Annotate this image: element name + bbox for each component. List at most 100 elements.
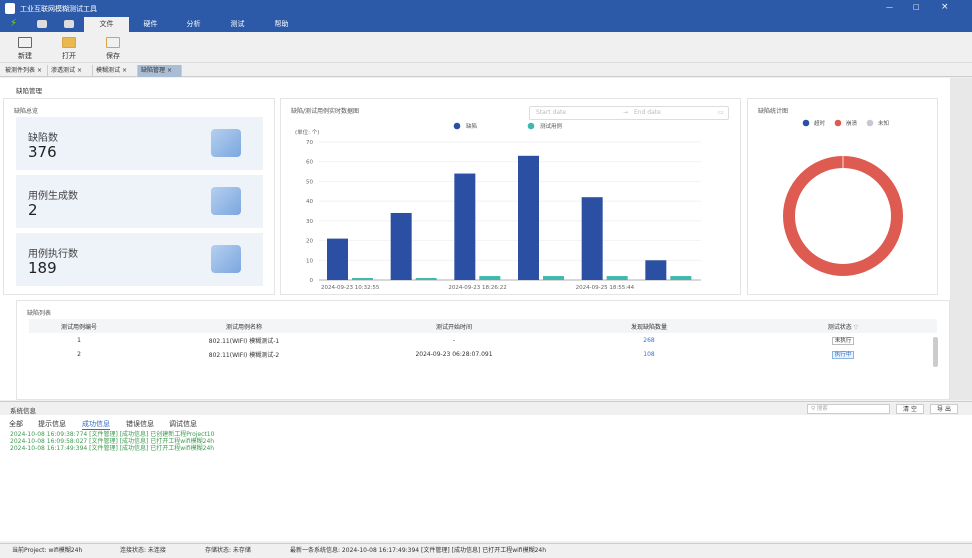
close-icon[interactable]: ×: [76, 67, 82, 74]
menu-tab-help[interactable]: 帮助: [274, 20, 289, 28]
col-status-label: 测试状态: [827, 323, 852, 331]
log-tab-success[interactable]: 成功信息: [82, 420, 110, 430]
cell-count-link[interactable]: 108: [643, 350, 655, 358]
stat-value: 2: [28, 201, 38, 219]
close-icon[interactable]: ×: [166, 67, 172, 74]
date-range-picker[interactable]: Start date → End date ▭: [529, 106, 729, 120]
maximize-button[interactable]: □: [913, 3, 920, 11]
close-icon[interactable]: ×: [121, 67, 127, 74]
page-scrollbar[interactable]: [950, 78, 972, 400]
minimize-button[interactable]: —: [886, 3, 893, 11]
save-button[interactable]: 保存: [98, 35, 128, 61]
table-scrollbar[interactable]: [933, 337, 938, 367]
legend-marker: [527, 122, 535, 130]
x-tick-label: 2024-09-25 18:55:44: [576, 285, 635, 291]
defect-list-panel: 缺陷列表 测试用例编号 测试用例名称 测试开始时间 发现缺陷数量 测试状态 ▽ …: [16, 300, 950, 400]
log-tab-all[interactable]: 全部: [9, 420, 23, 428]
chart-title: 缺陷/测试用例实时数据图: [291, 108, 360, 115]
quick-save-icon[interactable]: [37, 20, 47, 28]
y-tick-label: 40: [306, 199, 313, 205]
cell-status: 执行中: [749, 347, 937, 361]
stat-cases-generated: 用例生成数 2: [16, 175, 263, 228]
cell-start: 2024-09-23 06:28:07.091: [415, 350, 493, 358]
cell-name: 802.11(WIFI) 模糊测试-2: [208, 351, 280, 359]
stat-label: 用例执行数: [28, 249, 78, 260]
donut-chart: 超时 崩溃 未知: [783, 119, 903, 276]
new-file-icon: [18, 37, 32, 48]
doc-tab-device-list[interactable]: 被测件列表 ×: [2, 65, 48, 77]
legend-label: 超时: [814, 119, 826, 127]
doc-tab-fuzz[interactable]: 模糊测试 ×: [93, 65, 138, 77]
cell-start: -: [452, 336, 456, 344]
y-tick-label: 70: [306, 140, 313, 146]
bar-defect: [645, 260, 667, 280]
y-tick-label: 60: [306, 160, 313, 166]
legend-label: 测试用例: [540, 122, 563, 130]
x-tick-label: 2024-09-23 10:32:55: [321, 285, 380, 291]
start-date-placeholder: Start date: [536, 109, 567, 116]
search-placeholder: 搜索: [816, 406, 828, 412]
stat-defects: 缺陷数 376: [16, 117, 263, 170]
y-tick-label: 50: [306, 179, 313, 185]
cell-count-link[interactable]: 268: [643, 336, 655, 344]
status-latest-message: 最新一条系统信息: 2024-10-08 16:17:49:394 [文件管理]…: [290, 547, 547, 554]
filter-icon[interactable]: ▽: [853, 323, 859, 331]
search-input[interactable]: ⚲ 搜索: [807, 404, 890, 414]
pie-title: 缺陷统计图: [758, 108, 789, 115]
bar-defect: [581, 197, 603, 280]
menu-tab-file[interactable]: 文件: [84, 17, 129, 32]
log-entry: 2024-10-08 16:17:49:394 [文件管理] [成功信息] 已打…: [10, 445, 215, 452]
system-info-header: [0, 402, 972, 415]
menu-tab-test[interactable]: 测试: [230, 20, 245, 28]
cell-status: 未执行: [749, 333, 937, 347]
table-header: 测试用例编号 测试用例名称 测试开始时间 发现缺陷数量 测试状态 ▽: [29, 319, 937, 333]
y-tick-label: 0: [310, 278, 314, 284]
save-icon: [106, 37, 120, 48]
quick-screen-icon[interactable]: [64, 20, 74, 28]
new-button[interactable]: 新建: [10, 35, 40, 61]
bar-defect: [454, 173, 476, 280]
defect-report-icon: [211, 129, 241, 157]
doc-tab-defects[interactable]: 缺陷管理 ×: [138, 65, 182, 77]
defect-list-title: 缺陷列表: [27, 310, 52, 317]
start-date-input[interactable]: Start date: [536, 107, 566, 119]
table-row[interactable]: 2 802.11(WIFI) 模糊测试-2 2024-09-23 06:28:0…: [29, 347, 937, 361]
system-info-panel: 系统信息 ⚲ 搜索 清 空 导 出 全部 提示信息 成功信息 错误信息 调试信息…: [0, 401, 972, 541]
doc-tab-pentest[interactable]: 渗透测试 ×: [48, 65, 93, 77]
toolbar: 新建 打开 保存: [0, 32, 972, 63]
menu-tab-hardware[interactable]: 硬件: [143, 20, 158, 28]
col-status: 测试状态 ▽: [749, 319, 937, 333]
table-row[interactable]: 1 802.11(WIFI) 模糊测试-1 - 268 未执行: [29, 333, 937, 347]
log-tab-error[interactable]: 错误信息: [126, 420, 154, 428]
open-button[interactable]: 打开: [54, 35, 84, 61]
calendar-icon[interactable]: ▭: [718, 109, 724, 116]
overview-panel: 缺陷总览 缺陷数 376 用例生成数 2 用例执行数 189: [3, 98, 275, 295]
stat-value: 189: [28, 259, 57, 277]
y-tick-label: 30: [306, 219, 313, 225]
pie-chart-panel: 缺陷统计图 超时 崩溃 未知: [747, 98, 938, 295]
export-button[interactable]: 导 出: [930, 404, 958, 414]
legend-marker: [453, 122, 461, 130]
legend-label: 缺陷: [466, 122, 477, 130]
save-label: 保存: [106, 52, 120, 60]
close-icon[interactable]: ×: [36, 67, 42, 74]
page-title: 缺陷管理: [16, 87, 42, 95]
stat-label: 缺陷数: [28, 133, 58, 144]
end-date-input[interactable]: End date: [634, 107, 661, 119]
bar-defect: [327, 238, 348, 280]
y-axis-label: (单位: 个): [295, 128, 319, 136]
menu-tab-analysis[interactable]: 分析: [186, 20, 201, 28]
tab-label: 模糊测试: [96, 67, 121, 74]
log-list: 2024-10-08 16:09:38:774 [文件管理] [成功信息] 已创…: [10, 431, 214, 452]
stat-label: 用例生成数: [28, 191, 78, 202]
clear-button[interactable]: 清 空: [896, 404, 924, 414]
tab-label: 缺陷管理: [141, 67, 166, 74]
log-tab-debug[interactable]: 调试信息: [169, 420, 197, 428]
log-tab-hint[interactable]: 提示信息: [38, 420, 66, 428]
growth-chart-icon: [211, 245, 241, 273]
close-button[interactable]: ×: [941, 2, 949, 12]
col-start: 测试开始时间: [359, 319, 549, 333]
legend-marker: [866, 119, 874, 127]
quick-run-icon[interactable]: ⚡: [10, 18, 18, 29]
status-badge: 未执行: [831, 337, 855, 345]
